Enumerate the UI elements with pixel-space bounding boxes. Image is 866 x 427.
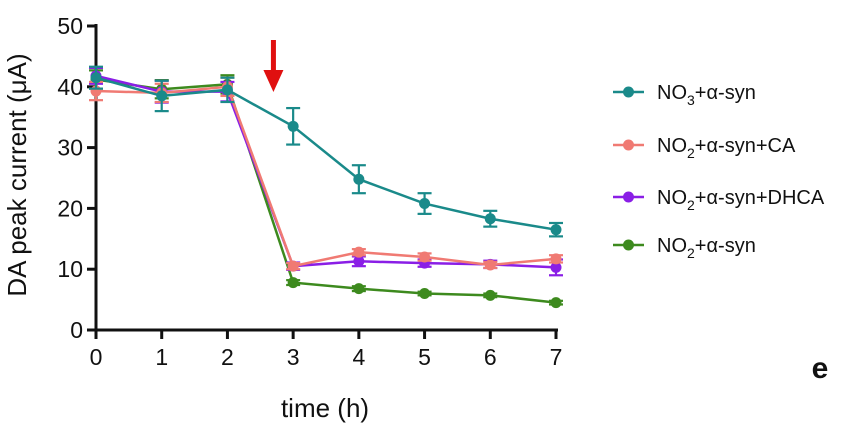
series-line: [95, 78, 557, 304]
data-point: [353, 246, 365, 258]
y-tick-label: 20: [57, 195, 83, 221]
data-point: [484, 289, 496, 301]
data-point: [221, 84, 233, 96]
data-point: [353, 283, 365, 295]
x-tick-label: 6: [484, 344, 497, 370]
data-point: [353, 255, 365, 267]
y-tick-label: 40: [57, 74, 83, 100]
data-point: [550, 261, 562, 273]
series-3: [89, 69, 563, 309]
data-point: [287, 120, 299, 132]
legend-entry-1: NO2+α-syn+CA: [613, 135, 796, 161]
legend-marker: [623, 239, 634, 251]
legend-label: NO2+α-syn+DHCA: [657, 187, 825, 213]
x-tick-label: 5: [418, 344, 431, 370]
legend-label: NO2+α-syn: [657, 235, 756, 261]
series-line: [95, 76, 557, 231]
x-tick-label: 4: [352, 344, 365, 370]
data-point: [287, 260, 299, 272]
series-0: [89, 65, 563, 238]
legend-label: NO3+α-syn: [657, 82, 756, 108]
x-tick-label: 1: [155, 344, 168, 370]
y-tick-label: 10: [57, 256, 83, 282]
legend-entry-0: NO3+α-syn: [613, 82, 756, 108]
x-tick-label: 0: [90, 344, 103, 370]
legend-entry-2: NO2+α-syn+DHCA: [613, 187, 825, 213]
x-tick-label: 3: [287, 344, 300, 370]
legend-label: NO2+α-syn+CA: [657, 135, 796, 161]
legend-entry-3: NO2+α-syn: [613, 235, 756, 261]
data-point: [484, 213, 496, 225]
data-point: [419, 288, 431, 300]
legend-marker: [623, 139, 634, 151]
series-line: [95, 85, 557, 268]
data-point: [287, 277, 299, 289]
data-point: [419, 198, 431, 210]
plot-area: [89, 40, 563, 309]
series-line: [95, 74, 557, 269]
x-tick-label: 7: [550, 344, 563, 370]
y-tick-label: 0: [70, 317, 83, 343]
y-tick-label: 50: [57, 13, 83, 39]
data-point: [484, 259, 496, 271]
legend-marker: [623, 86, 634, 98]
arrow-head: [263, 70, 284, 92]
data-point: [353, 173, 365, 185]
data-point: [550, 297, 562, 309]
x-axis-title: time (h): [281, 393, 369, 423]
y-axis-title: DA peak current (μA): [2, 53, 32, 296]
data-point: [156, 90, 168, 102]
legend-marker: [623, 191, 634, 203]
y-tick-label: 30: [57, 135, 83, 161]
annotation-arrow: [263, 40, 284, 92]
series-1: [89, 76, 563, 272]
legend: NO3+α-syn NO2+α-syn+CA NO2+α-syn+DHCA NO2+α…: [613, 82, 825, 261]
data-point: [550, 253, 562, 265]
x-tick-label: 2: [221, 344, 234, 370]
axes: 0 10 20 30 40 50 0 1 2 3 4 5 6 7: [57, 13, 562, 370]
data-point: [550, 224, 562, 236]
data-point: [90, 72, 102, 84]
data-point: [419, 251, 431, 263]
panel-letter: e: [812, 352, 829, 385]
